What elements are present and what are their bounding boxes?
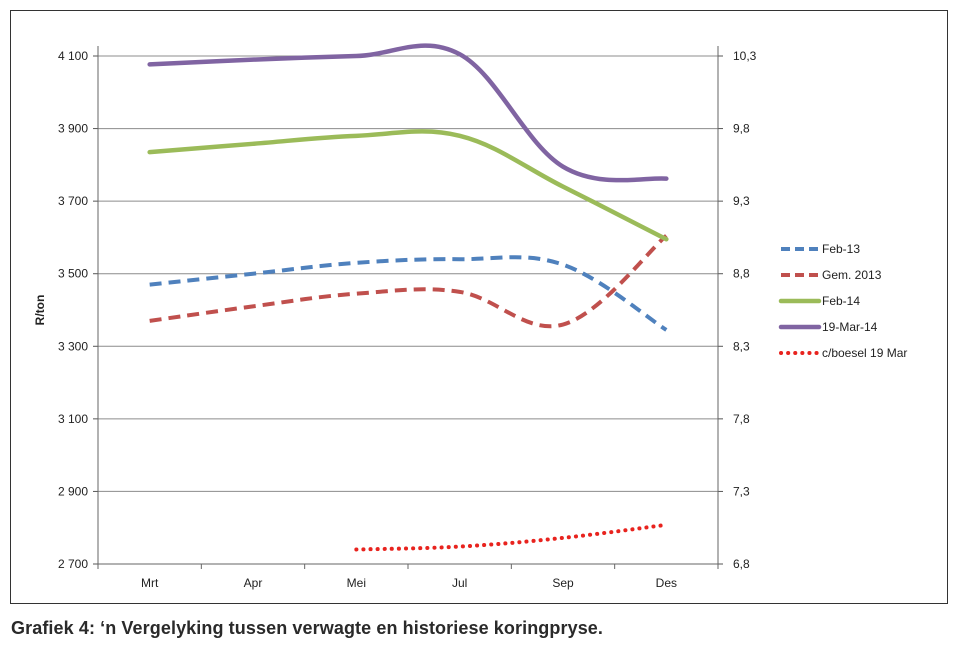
right-tick-label: 7,8 — [733, 412, 750, 426]
series-line-c-boesel-19-mar — [354, 522, 669, 552]
x-tick-label: Mei — [347, 576, 366, 590]
right-tick-label: 9,3 — [733, 194, 750, 208]
y-axis-label: R/ton — [33, 295, 47, 326]
series-line-feb-14 — [147, 129, 669, 242]
left-tick-label: 2 700 — [58, 557, 88, 571]
legend-label-feb-14: Feb-14 — [822, 294, 860, 308]
right-tick-label: 10,3 — [733, 49, 757, 63]
series-line-feb-13 — [149, 255, 668, 332]
left-tick-label: 3 100 — [58, 412, 88, 426]
legend-label-19-mar-14: 19-Mar-14 — [822, 320, 878, 334]
left-tick-label: 3 900 — [58, 122, 88, 136]
right-tick-label: 8,8 — [733, 267, 750, 281]
left-tick-label: 2 900 — [58, 484, 88, 498]
left-tick-label: 3 500 — [58, 267, 88, 281]
right-tick-label: 6,8 — [733, 557, 750, 571]
left-tick-label: 4 100 — [58, 49, 88, 63]
x-tick-label: Jul — [452, 576, 467, 590]
left-tick-label: 3 300 — [58, 339, 88, 353]
series-line-19-mar-14 — [147, 43, 669, 183]
figure-caption: Grafiek 4: ‘n Vergelyking tussen verwagt… — [11, 618, 604, 638]
x-tick-label: Mrt — [141, 576, 159, 590]
left-tick-label: 3 700 — [58, 194, 88, 208]
right-tick-label: 7,3 — [733, 484, 750, 498]
series-line-gem-2013 — [149, 234, 668, 329]
chart-frame: 2 700 2 900 3 100 3 300 3 500 3 700 3 900 4 100… — [10, 10, 948, 604]
chart: 2 700 2 900 3 100 3 300 3 500 3 700 3 900 4 100… — [33, 43, 907, 590]
legend-label-c-boesel-19-mar: c/boesel 19 Mar — [822, 346, 907, 360]
right-tick-label: 8,3 — [733, 339, 750, 353]
x-tick-label: Sep — [552, 576, 574, 590]
x-tick-label: Des — [656, 576, 677, 590]
right-tick-label: 9,8 — [733, 122, 750, 136]
legend-label-feb-13: Feb-13 — [822, 242, 860, 256]
legend-label-gem-2013: Gem. 2013 — [822, 268, 882, 282]
x-tick-label: Apr — [244, 576, 263, 590]
